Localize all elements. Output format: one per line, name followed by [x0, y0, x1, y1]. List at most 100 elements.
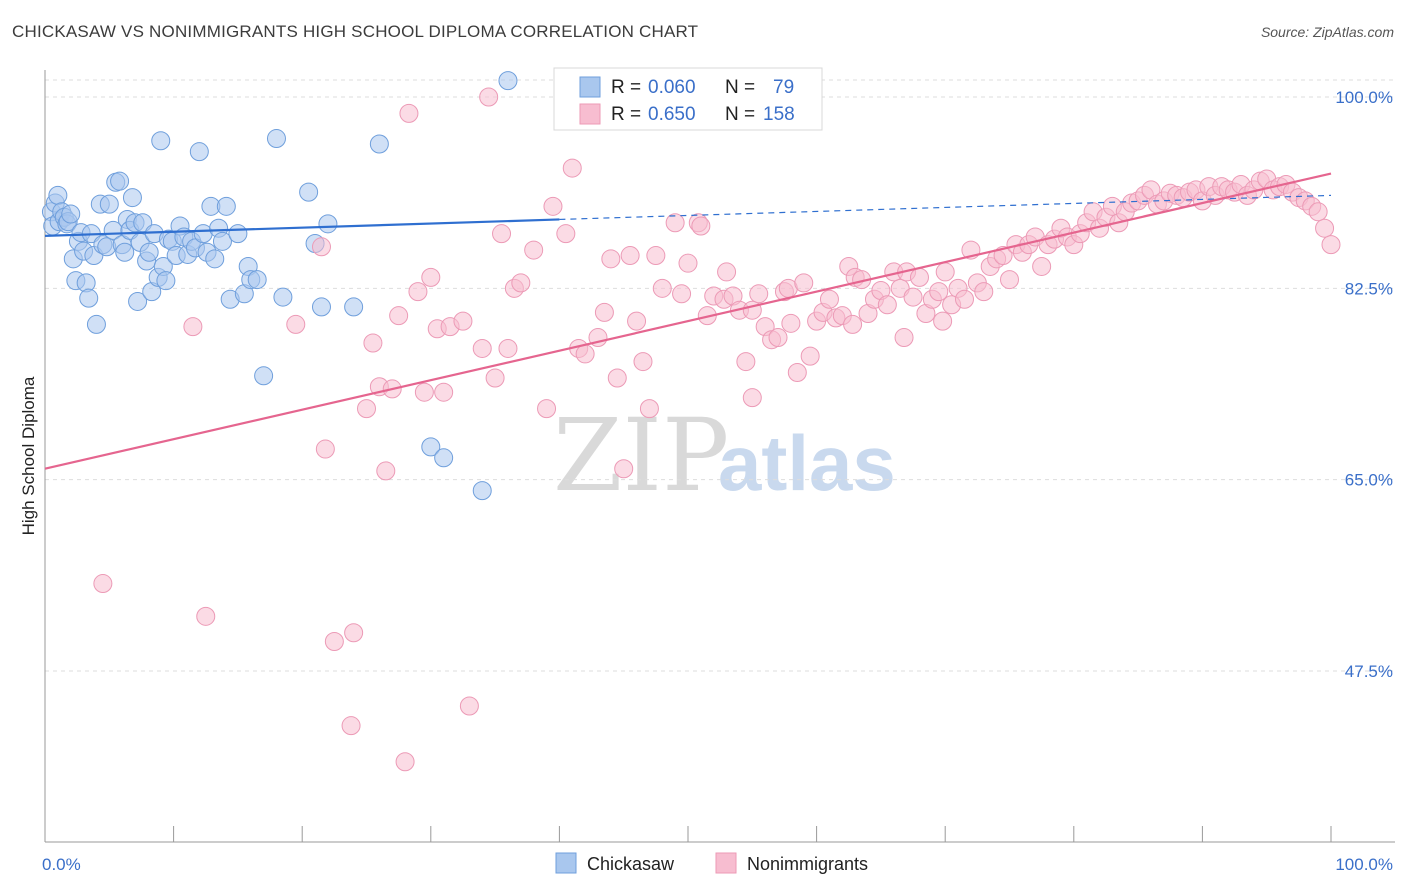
nonimmigrants-point: [196, 606, 216, 626]
nonimmigrants-point: [357, 399, 376, 419]
nonimmigrants-point: [459, 696, 479, 716]
nonimmigrants-point: [562, 158, 582, 178]
y-tick-label: 47.5%: [1345, 662, 1393, 681]
nonimmigrants-point: [453, 311, 473, 331]
source-label: Source: ZipAtlas.com: [1260, 24, 1394, 40]
nonimmigrants-point: [324, 631, 344, 651]
nonimmigrants-point: [472, 338, 492, 358]
nonimmigrants-point: [993, 246, 1013, 266]
nonimmigrants-point: [93, 574, 113, 594]
bottom-legend-swatch-nonimmigrants: [715, 852, 737, 874]
nonimmigrants-point: [768, 328, 788, 348]
nonimmigrants-point: [742, 388, 762, 408]
nonimmigrants-point: [933, 311, 953, 331]
chickasaw-point: [472, 481, 492, 501]
legend-r-value: 0.650: [648, 104, 696, 125]
nonimmigrants-point: [399, 103, 419, 123]
nonimmigrants-point: [479, 87, 499, 107]
trend-lines: [44, 172, 1332, 470]
nonimmigrants-point: [498, 338, 518, 358]
chickasaw-point: [189, 142, 209, 162]
chickasaw-point: [212, 231, 232, 251]
nonimmigrants-point: [646, 246, 666, 266]
nonimmigrants-point: [974, 282, 994, 302]
legend-r-value: 0.060: [648, 77, 696, 98]
chickasaw-point: [318, 214, 338, 234]
nonimmigrants-point: [344, 623, 364, 643]
bottom-legend-swatch-chickasaw: [555, 852, 577, 874]
chickasaw-point: [156, 271, 176, 291]
nonimmigrants-point: [511, 273, 531, 293]
chickasaw-point: [247, 270, 267, 290]
legend-r-label: R =: [611, 77, 641, 98]
nonimmigrants-point: [575, 344, 595, 364]
chickasaw-point: [205, 249, 225, 269]
chickasaw-point: [115, 242, 135, 262]
chickasaw-point: [99, 194, 119, 214]
nonimmigrants-point: [556, 224, 576, 244]
gridlines: [45, 79, 1395, 672]
x-tick-labels: 0.0% 100.0%: [42, 855, 1393, 874]
nonimmigrants-point: [935, 262, 955, 282]
nonimmigrants-point: [639, 399, 659, 419]
bottom-legend-chickasaw: Chickasaw: [587, 854, 675, 874]
nonimmigrants-point: [736, 352, 756, 372]
chickasaw-point: [228, 224, 248, 244]
nonimmigrants-point: [614, 459, 634, 479]
nonimmigrants-point: [183, 317, 203, 337]
nonimmigrants-point: [524, 240, 544, 260]
nonimmigrants-point: [620, 246, 640, 266]
nonimmigrants-point: [749, 284, 769, 304]
legend-r-label: R =: [611, 104, 641, 125]
legend-n-value: 158: [763, 104, 795, 125]
nonimmigrants-point: [286, 314, 306, 334]
legend-swatch-nonimmigrants: [579, 103, 601, 125]
chickasaw-point: [311, 297, 331, 317]
x-tick-label: 0.0%: [42, 855, 81, 874]
chickasaw-point: [110, 171, 130, 191]
nonimmigrants-point: [691, 216, 711, 236]
nonimmigrants-point: [781, 313, 801, 333]
y-axis-label: High School Diploma: [19, 376, 38, 535]
y-tick-labels: 100.0% 82.5% 65.0% 47.5%: [1335, 88, 1393, 681]
legend-n-label: N =: [725, 104, 755, 125]
nonimmigrants-point: [1315, 218, 1335, 238]
nonimmigrants-point: [672, 284, 692, 304]
legend-n-label: N =: [725, 77, 755, 98]
nonimmigrants-point: [485, 368, 505, 388]
chickasaw-point: [498, 71, 518, 91]
nonimmigrants-point: [408, 282, 428, 302]
nonimmigrants-point: [1308, 202, 1328, 222]
nonimmigrants-trend: [44, 172, 1332, 470]
chickasaw-point: [216, 196, 236, 216]
chickasaw-point: [151, 131, 171, 151]
nonimmigrants-point: [537, 399, 557, 419]
chickasaw-point: [48, 185, 68, 205]
nonimmigrants-point: [1000, 270, 1019, 290]
axes: [44, 70, 1395, 843]
legend-n-value: 79: [773, 77, 794, 98]
nonimmigrants-point: [665, 213, 685, 233]
nonimmigrants-point: [315, 439, 335, 459]
nonimmigrants-point: [434, 382, 454, 402]
legend-swatch-chickasaw: [579, 76, 601, 98]
nonimmigrants-point: [633, 352, 653, 372]
nonimmigrants-point: [787, 363, 807, 383]
nonimmigrants-point: [389, 306, 409, 326]
nonimmigrants-point: [627, 311, 647, 331]
nonimmigrants-point: [819, 289, 839, 309]
nonimmigrants-point: [1321, 235, 1341, 255]
nonimmigrants-point: [903, 287, 923, 307]
nonimmigrants-point: [376, 461, 396, 481]
chickasaw-point: [122, 188, 142, 208]
chickasaw-point: [266, 129, 286, 149]
chickasaw-point: [421, 437, 441, 457]
nonimmigrants-point: [894, 328, 914, 348]
nonimmigrants-point: [794, 273, 814, 293]
chickasaw-point: [128, 291, 148, 311]
nonimmigrants-point: [929, 282, 949, 302]
nonimmigrants-point: [414, 382, 434, 402]
nonimmigrants-point: [717, 262, 737, 282]
nonimmigrants-point: [395, 752, 415, 772]
